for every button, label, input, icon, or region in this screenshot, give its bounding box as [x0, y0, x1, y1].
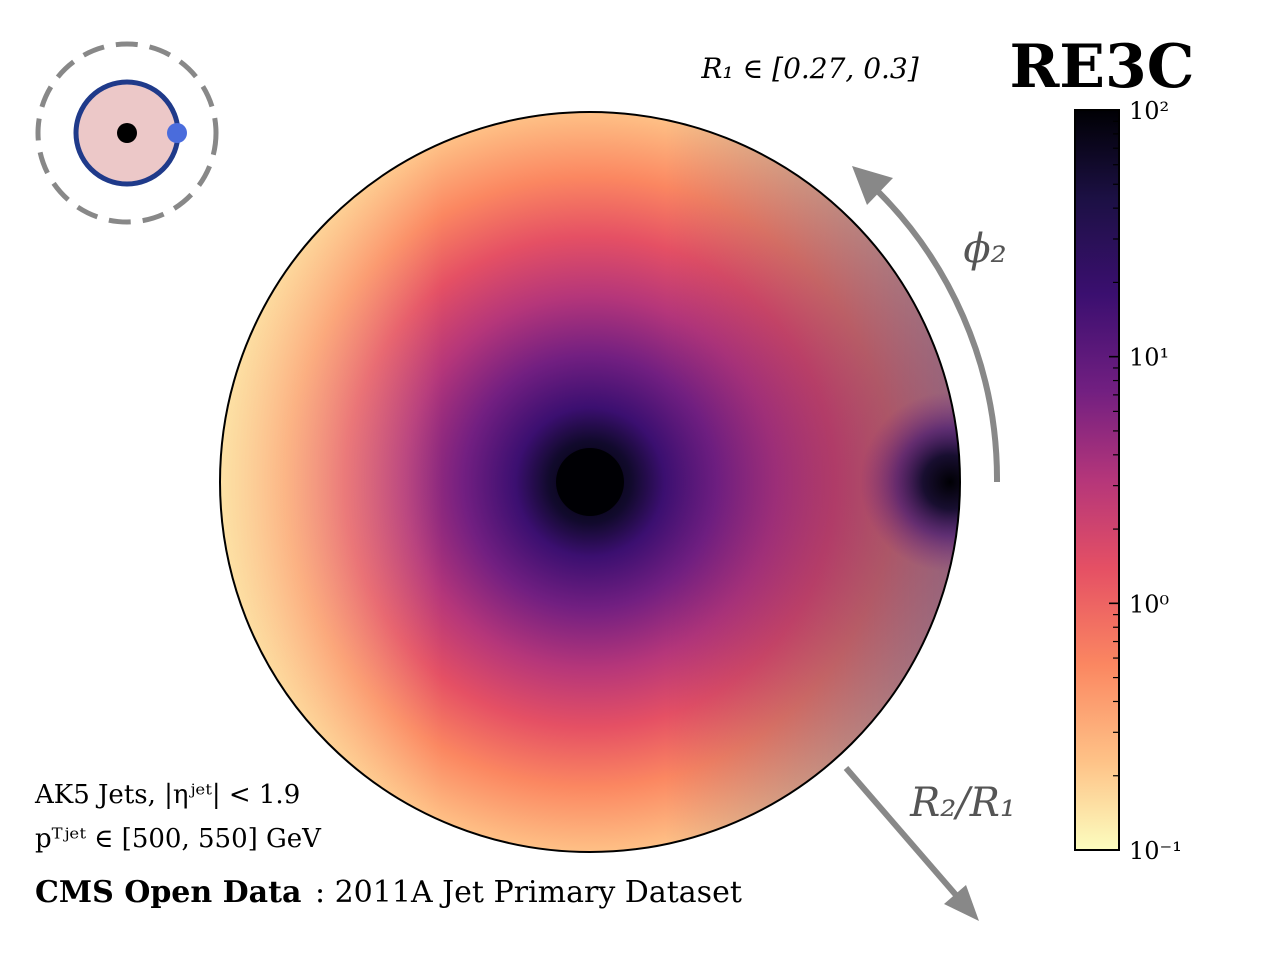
colorbar-tick-label: 10⁻¹ — [1129, 837, 1182, 865]
colorbar-tick-label: 10² — [1129, 97, 1169, 125]
colorbar: 10⁻¹ 10⁰ 10¹ 10² — [1074, 97, 1182, 865]
colorbar-tick-label: 10⁰ — [1129, 590, 1169, 618]
radial-axis-label: R₂/R₁ — [909, 780, 1016, 826]
polar-heatmap — [219, 111, 961, 853]
angular-axis-label: ϕ₂ — [963, 226, 1006, 272]
three-point-correlator-diagram-icon — [35, 41, 219, 225]
jets-annotation: AK5 Jets, |ηʲᵉᵗ| < 1.9 — [34, 780, 300, 810]
chart-subtitle: R₁ ∈ [0.27, 0.3] — [700, 52, 918, 85]
angular-arrow — [862, 176, 1001, 483]
radial-arrow — [843, 766, 965, 904]
outer-dashed-ring — [35, 41, 219, 225]
colorbar-gradient — [1074, 109, 1120, 851]
center-hotspot — [556, 448, 624, 516]
radial-arrow-head — [944, 885, 979, 921]
colorbar-tick-label: 10¹ — [1129, 344, 1169, 372]
edge-hotspot — [858, 390, 960, 574]
heatmap-border — [219, 111, 961, 853]
dataset-rest: : 2011A Jet Primary Dataset — [315, 875, 742, 910]
dataset-annotation: CMS Open Data : 2011A Jet Primary Datase… — [35, 875, 742, 910]
edge-point — [167, 123, 187, 143]
colorbar-ticks: 10⁻¹ 10⁰ 10¹ 10² — [1109, 97, 1182, 865]
center-point — [117, 123, 137, 143]
dataset-bold: CMS Open Data — [35, 875, 301, 910]
angular-arrow-head — [852, 166, 893, 205]
pt-annotation: pᵀʲᵉᵗ ∈ [500, 550] GeV — [35, 824, 322, 854]
chart-title: RE3C — [1009, 32, 1194, 102]
